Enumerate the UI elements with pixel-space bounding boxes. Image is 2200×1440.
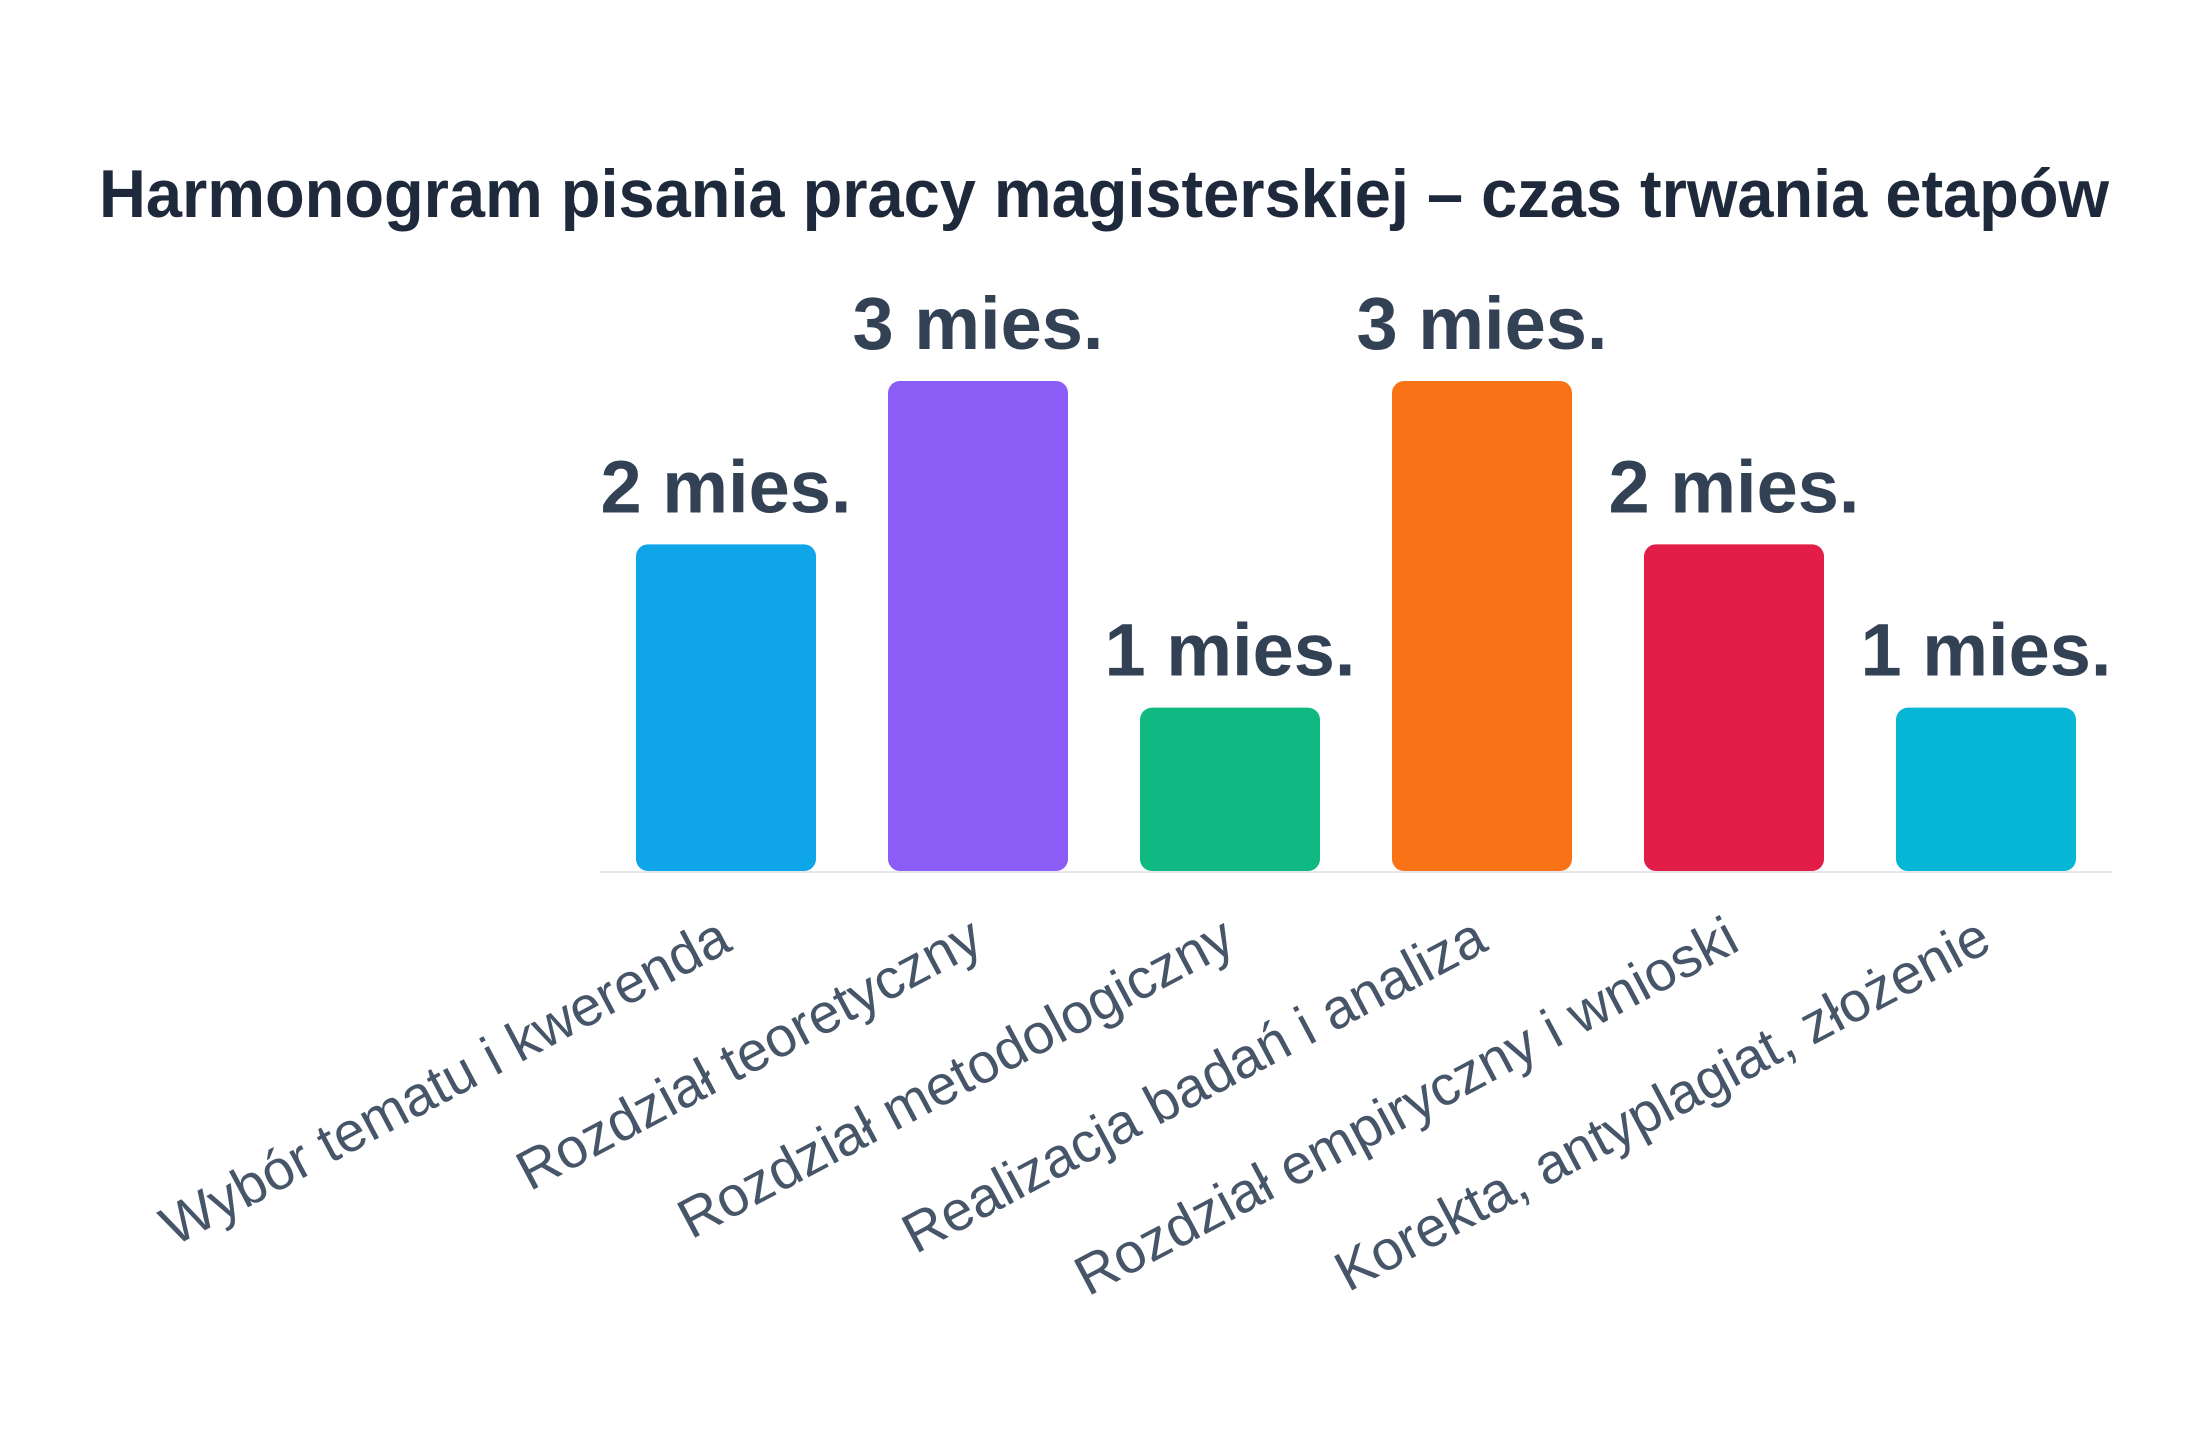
value-label: 3 mies. [853, 282, 1104, 365]
bar [888, 381, 1068, 871]
bar [636, 544, 816, 871]
value-label: 2 mies. [1609, 445, 1860, 528]
value-label: 1 mies. [1105, 609, 1356, 692]
bar [1896, 707, 2076, 871]
bar [1644, 544, 1824, 871]
bar [1140, 707, 1320, 871]
value-label: 1 mies. [1861, 609, 2112, 692]
chart-title: Harmonogram pisania pracy magisterskiej … [99, 156, 2110, 232]
bar [1392, 381, 1572, 871]
value-label: 3 mies. [1357, 282, 1608, 365]
value-label: 2 mies. [601, 445, 852, 528]
